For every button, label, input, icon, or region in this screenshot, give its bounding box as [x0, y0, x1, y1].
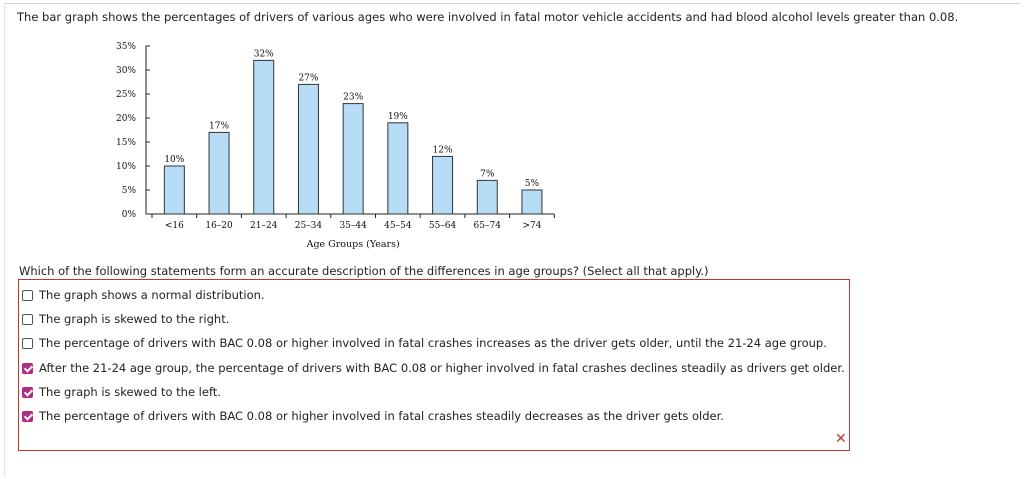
x-tick-label: 65–74 [474, 221, 502, 231]
option-label: The graph shows a normal distribution. [39, 288, 265, 302]
option-label: After the 21-24 age group, the percentag… [39, 361, 845, 375]
question-instruction: Which of the following statements form a… [19, 264, 709, 278]
answer-options: The graph shows a normal distribution. T… [18, 279, 850, 451]
data-label: 19% [388, 112, 408, 122]
option-increases-until-21-24[interactable]: The percentage of drivers with BAC 0.08 … [22, 334, 827, 352]
bar [342, 103, 364, 215]
question-prompt: The bar graph shows the percentages of d… [17, 10, 959, 24]
y-tick-label: 15% [116, 138, 136, 148]
bar [163, 165, 185, 215]
option-skewed-left[interactable]: The graph is skewed to the left. [22, 383, 221, 401]
y-tick-label: 35% [116, 42, 136, 52]
option-skewed-right[interactable]: The graph is skewed to the right. [22, 310, 229, 328]
x-tick-label: 55–64 [429, 221, 457, 231]
x-tick-label: 16–20 [205, 221, 233, 231]
data-label: 23% [343, 93, 363, 103]
data-label: 10% [164, 155, 184, 165]
bar [387, 122, 409, 215]
data-label: 7% [480, 169, 495, 179]
question-frame [4, 3, 1021, 476]
bar [521, 189, 543, 215]
option-declines-after-21-24[interactable]: After the 21-24 age group, the percentag… [22, 359, 845, 377]
y-tick-label: 10% [116, 162, 136, 172]
option-normal-distribution[interactable]: The graph shows a normal distribution. [22, 286, 265, 304]
x-tick-label: 45–54 [384, 221, 412, 231]
x-tick-label: <16 [165, 221, 184, 231]
data-label: 5% [525, 179, 540, 189]
incorrect-x-icon: ✕ [835, 431, 847, 447]
x-tick-label: 25–34 [295, 221, 323, 231]
y-tick-label: 0% [122, 210, 137, 220]
x-axis-title: Age Groups (Years) [306, 239, 400, 250]
checkbox[interactable] [22, 313, 33, 325]
x-tick-label: 21–24 [250, 221, 278, 231]
y-tick-label: 20% [116, 114, 136, 124]
checkbox[interactable] [22, 337, 33, 349]
bar [253, 59, 275, 215]
checkbox[interactable] [22, 289, 33, 301]
checkbox[interactable] [22, 386, 33, 398]
y-tick-label: 5% [122, 186, 137, 196]
data-label: 12% [433, 145, 453, 155]
x-tick-label: >74 [522, 221, 541, 231]
bar [432, 155, 454, 215]
y-tick-label: 25% [116, 90, 136, 100]
option-label: The graph is skewed to the right. [39, 312, 230, 326]
data-label: 27% [298, 73, 318, 83]
y-tick-label: 30% [116, 66, 136, 76]
data-label: 32% [254, 49, 274, 59]
option-steadily-decreases[interactable]: The percentage of drivers with BAC 0.08 … [22, 407, 724, 425]
bar [297, 83, 319, 215]
x-tick-label: 35–44 [339, 221, 367, 231]
checkbox[interactable] [22, 410, 33, 422]
bar [208, 131, 230, 215]
data-label: 17% [209, 121, 229, 131]
option-label: The graph is skewed to the left. [39, 385, 221, 399]
option-label: The percentage of drivers with BAC 0.08 … [39, 409, 724, 423]
checkbox[interactable] [22, 362, 33, 374]
bar-chart: 0% 5% 10% 15% 20% 25% 30% 35% 10% <16 17% 16–20 32% 2… [116, 42, 555, 250]
option-label: The percentage of drivers with BAC 0.08 … [39, 336, 827, 350]
bar [476, 179, 498, 215]
